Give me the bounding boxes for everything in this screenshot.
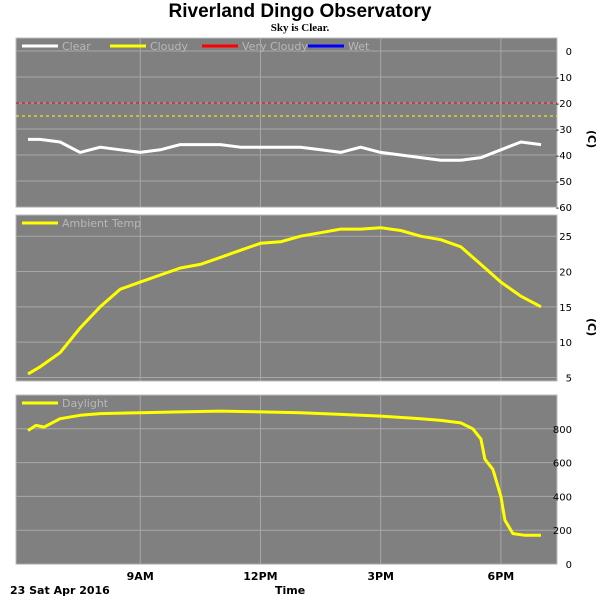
x-tick-label: 3PM xyxy=(367,570,394,583)
y-tick-label: 20 xyxy=(559,268,572,279)
y-tick-label: -20 xyxy=(556,99,572,110)
y-tick-label: 5 xyxy=(566,373,572,384)
series-line-ambient-temp xyxy=(27,226,542,376)
y-tick-label: 800 xyxy=(553,425,572,436)
x-tick-label: 12PM xyxy=(243,570,277,583)
y-tick-label: 600 xyxy=(553,459,572,470)
y-tick-label: -60 xyxy=(556,203,572,214)
y-tick-label: -40 xyxy=(556,151,572,162)
y-tick-label: 200 xyxy=(553,526,572,537)
plot-area-daylight xyxy=(15,394,558,565)
legend-entry: Very Cloudy xyxy=(242,40,308,53)
y-tick-label: 0 xyxy=(566,47,572,58)
legend-entry: Clear xyxy=(62,40,91,53)
series-line-daylight xyxy=(27,409,541,537)
date-label: 23 Sat Apr 2016 xyxy=(10,584,110,597)
y-tick-label: 400 xyxy=(553,492,572,503)
y-tick-label: -30 xyxy=(556,125,572,136)
x-tick-label: 6PM xyxy=(488,570,515,583)
series-line-clear xyxy=(28,137,542,162)
x-tick-label: 9AM xyxy=(127,570,154,583)
y-tick-label: -50 xyxy=(556,177,572,188)
unit-label: (C) xyxy=(585,318,598,336)
legend-entry: Ambient Temp xyxy=(62,217,141,230)
y-tick-label: 10 xyxy=(559,338,572,349)
x-axis-title: Time xyxy=(275,584,306,597)
y-tick-label: 0 xyxy=(566,560,572,571)
legend-entry: Cloudy xyxy=(150,40,188,53)
plot-area-ambient xyxy=(15,214,558,382)
plot-area-sky xyxy=(15,37,558,208)
chart-subtitle: Sky is Clear. xyxy=(270,22,330,34)
legend-entry: Daylight xyxy=(62,397,109,410)
y-tick-label: 25 xyxy=(559,232,572,243)
y-tick-label: -10 xyxy=(556,73,572,84)
y-tick-label: 15 xyxy=(559,303,572,314)
unit-label: (C) xyxy=(585,130,598,148)
chart-title: Riverland Dingo Observatory xyxy=(168,1,432,22)
legend-entry: Wet xyxy=(348,40,370,53)
